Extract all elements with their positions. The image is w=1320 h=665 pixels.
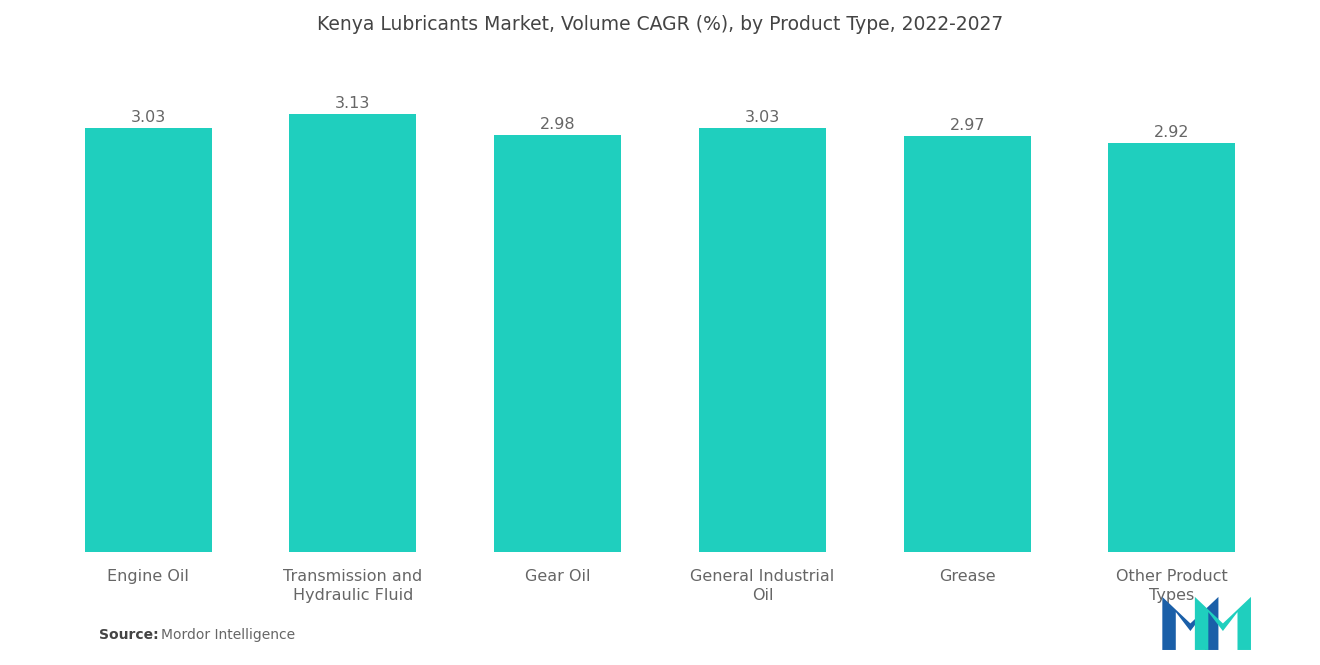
Text: 3.03: 3.03	[131, 110, 166, 125]
Bar	[1109, 143, 1236, 552]
Text: Source:: Source:	[99, 628, 158, 642]
Title: Kenya Lubricants Market, Volume CAGR (%), by Product Type, 2022-2027: Kenya Lubricants Market, Volume CAGR (%)…	[317, 15, 1003, 34]
Text: 2.98: 2.98	[540, 117, 576, 132]
Bar	[904, 136, 1031, 552]
Text: Mordor Intelligence: Mordor Intelligence	[161, 628, 296, 642]
Text: 2.97: 2.97	[949, 118, 985, 133]
Text: 2.92: 2.92	[1154, 125, 1189, 140]
Bar	[698, 128, 826, 552]
Polygon shape	[1195, 597, 1251, 650]
Polygon shape	[1163, 597, 1218, 650]
Bar	[84, 128, 211, 552]
Bar	[494, 135, 622, 552]
Text: 3.13: 3.13	[335, 96, 371, 111]
Text: 3.03: 3.03	[744, 110, 780, 125]
Bar	[289, 114, 416, 552]
